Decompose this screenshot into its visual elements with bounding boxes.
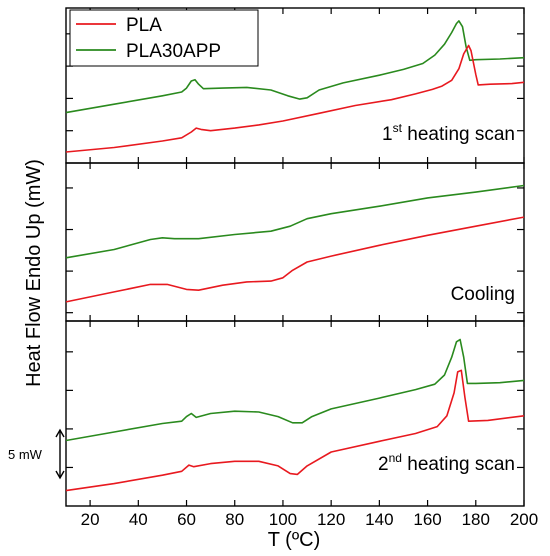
scale-bar-arrowhead-bottom — [55, 470, 65, 480]
x-tick-label: 20 — [81, 510, 100, 529]
legend-item-pla: PLA — [76, 15, 162, 36]
x-tick-label: 160 — [413, 510, 441, 529]
x-tick-label: 200 — [510, 510, 538, 529]
panel-label-rest: heating scan — [402, 454, 515, 475]
panel-label-sup: st — [393, 121, 403, 135]
panel-label-rest: heating scan — [402, 124, 515, 145]
x-tick-label: 60 — [177, 510, 196, 529]
legend-label-pla30app: PLA30APP — [126, 41, 221, 62]
series-line-pla30app — [65, 20, 525, 114]
panel-label-2: Cooling — [451, 284, 515, 305]
x-tick-label: 40 — [129, 510, 148, 529]
series-line-pla30app — [65, 338, 525, 442]
scale-bar-label: 5 mW — [8, 447, 43, 462]
legend-label-pla: PLA — [126, 15, 162, 36]
panels-layer: 1st heating scan Cooling 2nd heating scan — [65, 7, 525, 507]
series-line-pla — [65, 369, 525, 492]
series-line-pla30app — [65, 184, 525, 259]
panel-frame — [65, 320, 525, 507]
x-tick-label: 80 — [225, 510, 244, 529]
series-line-pla — [65, 44, 525, 153]
panel-2: Cooling — [65, 162, 525, 322]
series-line-pla — [65, 216, 525, 303]
x-tick-label: 100 — [269, 510, 297, 529]
panel-3: 2nd heating scan — [65, 320, 525, 507]
x-axis-label: T (ºC) — [268, 529, 320, 551]
panel-label-main: 2 — [378, 454, 389, 475]
panel-label-1: 1st heating scan — [382, 121, 515, 145]
scale-bar: 5 mW — [8, 428, 65, 480]
panel-label-main: Cooling — [451, 284, 515, 305]
x-tick-label: 140 — [365, 510, 393, 529]
panel-label-main: 1 — [382, 124, 393, 145]
scale-bar-arrowhead-top — [55, 428, 65, 438]
panel-label-3: 2nd heating scan — [378, 451, 515, 475]
panel-label-sup: nd — [389, 451, 402, 465]
x-tick-label: 120 — [317, 510, 345, 529]
x-axis: 20 40 60 80 100 120 140 160 180 200 — [81, 510, 539, 529]
x-tick-label: 180 — [462, 510, 490, 529]
legend-item-pla30app: PLA30APP — [76, 41, 221, 62]
y-axis-label: Heat Flow Endo Up (mW) — [23, 159, 45, 387]
legend: PLA PLA30APP — [69, 9, 259, 67]
